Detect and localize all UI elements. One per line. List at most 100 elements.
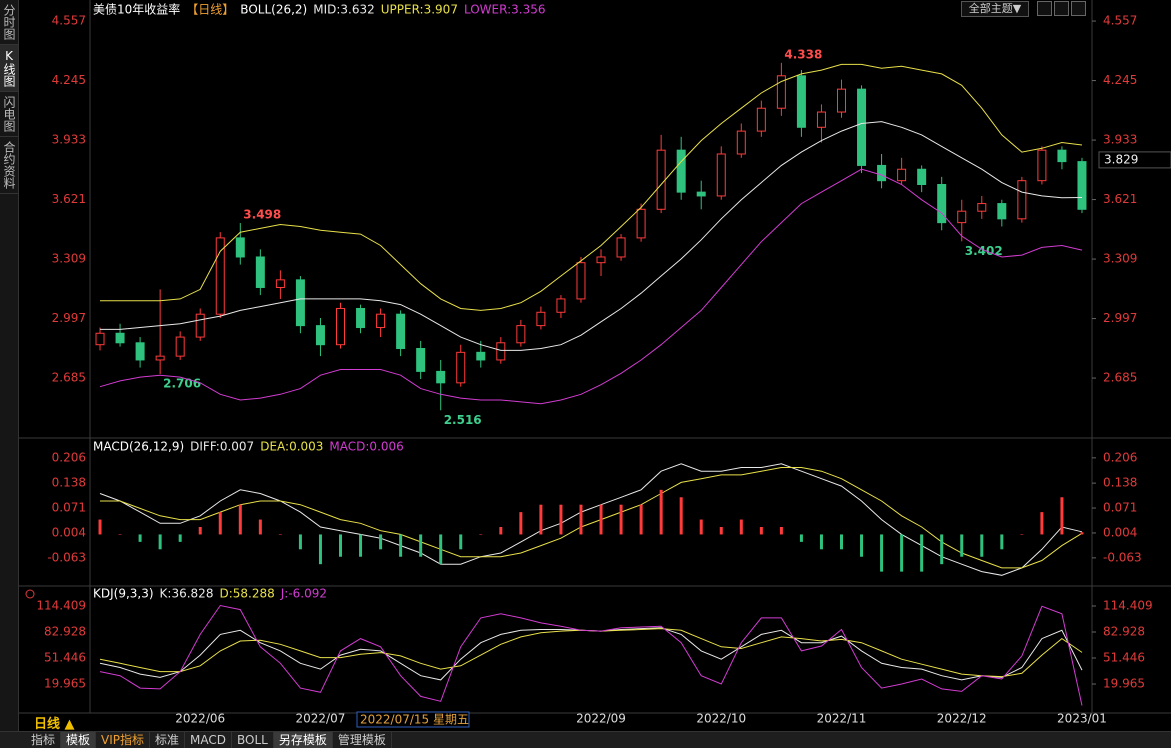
legend-entry: 美债10年收益率 [93,2,180,17]
histogram-bar [819,534,823,550]
candle-body [576,262,586,300]
x-tick-label: 2022/12 [937,712,987,726]
tab[interactable]: 管理模板 [333,732,392,748]
histogram-bar [920,534,924,572]
candle-body [997,203,1007,220]
extreme-label: 4.338 [784,47,822,61]
legend-entry: MID:3.632 [313,3,375,17]
y-tick-label: 3.621 [1103,192,1137,206]
y-tick-label: 0.004 [1103,525,1137,539]
candle-body [396,313,406,350]
histogram-bar [1000,534,1004,550]
tab[interactable]: MACD [185,732,233,748]
histogram-bar [579,504,583,535]
histogram-bar [799,534,803,542]
candle-body [496,342,506,361]
histogram-bar [318,534,322,565]
side-tab[interactable]: 分时图 [0,0,18,45]
indicator-line [99,463,1083,576]
side-tab[interactable]: 闪电图 [0,92,18,137]
toolbar-icon[interactable] [1054,1,1069,16]
histogram-bar [479,534,483,535]
y-tick-label: 2.685 [52,371,86,385]
candle-body [195,313,205,338]
x-tick-label: 2022/11 [817,712,867,726]
candle-body [796,75,806,128]
tab[interactable]: 另存模板 [273,732,333,748]
candle-body [636,208,646,239]
y-tick-label: 3.933 [52,133,86,147]
histogram-bar [379,534,383,550]
y-tick-label: 3.309 [52,252,86,266]
histogram-bar [539,504,543,535]
candle-body [175,336,185,357]
indicator-line [99,627,1083,681]
crosshair-price-box [1098,151,1171,169]
indicator-line [100,121,1083,351]
candle-body [1037,149,1047,182]
histogram-bar [880,534,884,572]
legend-entry: K:36.828 [160,587,214,601]
legend-entry: DEA:0.003 [260,440,323,454]
histogram-bar [258,519,262,535]
candle-body [776,75,786,109]
toolbar-icon[interactable] [1071,1,1086,16]
histogram-bar [980,534,984,557]
candle-body [857,88,867,166]
x-tick-label: 2022/07 [296,712,346,726]
tab[interactable]: 标准 [150,732,186,748]
crosshair-date-box [356,711,470,728]
tab[interactable]: 模板 [61,732,97,748]
tab[interactable]: VIP指标 [96,732,151,748]
candle-body [215,237,225,315]
candle-body [837,88,846,113]
indicator-line [99,604,1083,706]
legend-entry: KDJ(9,3,3) [93,587,154,601]
y-tick-label: 2.685 [1103,371,1137,385]
period-switch[interactable]: 日线 ▲ [34,717,75,732]
histogram-bar [238,504,242,535]
y-tick-label: 2.997 [52,311,86,325]
crosshair-price: 3.829 [1104,152,1138,166]
y-tick-label: 4.245 [1103,73,1137,87]
y-tick-label: 0.138 [52,476,86,490]
x-tick-label: 2022/09 [576,712,626,726]
histogram-bar [138,534,142,542]
histogram-bar [158,534,162,550]
toolbar-icon[interactable] [1037,1,1052,16]
y-tick-label: 4.557 [1103,14,1137,28]
histogram-bar [940,534,944,565]
histogram-bar [439,534,443,565]
histogram-bar [178,534,182,542]
y-tick-label: 19.965 [44,677,86,691]
histogram-bar [1080,532,1084,535]
y-tick-label: 51.446 [44,651,86,665]
y-tick-label: 0.138 [1103,476,1137,490]
y-tick-label: 3.933 [1103,133,1137,147]
x-tick-label: 2023/01 [1057,712,1107,726]
candle-body [456,351,466,384]
theme-menu[interactable]: 全部主题▼ [961,1,1029,17]
crosshair-date: 2022/07/15 星期五 [360,713,469,727]
histogram-bar [298,534,302,550]
y-tick-label: 0.004 [52,525,86,539]
histogram-bar [900,534,904,572]
tab[interactable]: 指标 [26,732,62,748]
histogram-bar [759,527,763,535]
histogram-bar [1020,534,1024,535]
side-tab[interactable]: K线图 [0,45,18,92]
histogram-bar [659,489,663,535]
y-tick-label: 0.206 [1103,450,1137,464]
legend-entry: BOLL(26,2) [240,3,307,17]
extreme-label: 2.516 [444,413,482,427]
side-tab[interactable]: 合约资料 [0,137,18,194]
candle-body [436,370,446,384]
legend-entry: MACD(26,12,9) [93,440,184,454]
candle-body [376,313,386,329]
candle-body [1057,149,1067,163]
y-tick-label: 0.206 [52,450,86,464]
candle-body [95,332,105,346]
legend-entry: 【日线】 [186,3,234,17]
tab[interactable]: BOLL [232,732,274,748]
